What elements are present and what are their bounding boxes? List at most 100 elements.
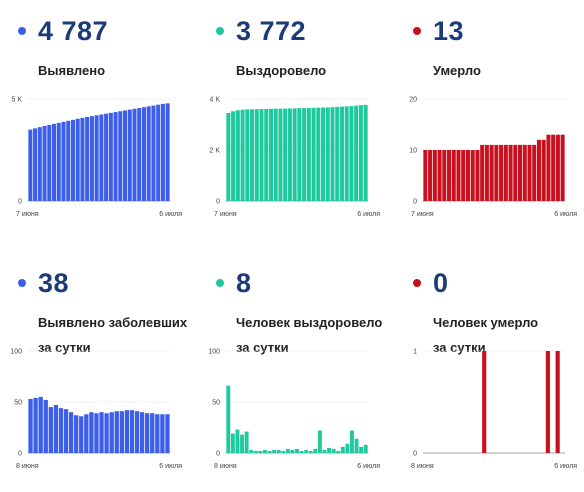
bar — [63, 409, 69, 453]
bar — [226, 385, 231, 453]
bar — [155, 414, 160, 453]
bar — [74, 415, 79, 453]
bar — [545, 351, 550, 453]
stat-value: 3 772 — [236, 15, 307, 46]
bar — [114, 411, 119, 453]
bar — [532, 144, 537, 201]
bar — [156, 104, 161, 201]
bar — [75, 118, 80, 201]
stat-header: 38 — [0, 266, 69, 300]
bar — [58, 408, 64, 453]
bar — [513, 144, 518, 201]
stat-value: 8 — [236, 267, 252, 298]
bar — [306, 107, 311, 201]
bar-chart: 0 50 100 8 июня 6 июля — [208, 349, 380, 471]
x-tick-label-end: 6 июля — [554, 463, 577, 470]
y-tick-label: 1 — [413, 349, 417, 356]
stat-label-line: Выявлено заболевших — [38, 315, 188, 330]
series-dot — [413, 279, 421, 287]
x-tick-label-start: 7 июня — [214, 211, 237, 218]
bar — [335, 106, 340, 201]
bar — [546, 134, 551, 201]
bar — [503, 144, 508, 201]
bar — [499, 144, 504, 201]
bar — [94, 413, 99, 453]
bar — [264, 108, 269, 201]
bar — [518, 144, 523, 201]
bar — [28, 129, 33, 201]
x-tick-label-end: 6 июля — [554, 211, 577, 218]
bar — [541, 139, 546, 201]
stat-value: 13 — [433, 15, 465, 46]
bar — [295, 448, 299, 453]
bar — [160, 414, 165, 453]
panel-detected-daily: 38 Выявлено заболевших за сутки 0 50 100 8 … — [0, 252, 190, 492]
stat-header: 4 787 — [0, 14, 108, 48]
bar — [304, 449, 309, 453]
y-tick-label: 50 — [14, 400, 22, 407]
bar — [321, 107, 326, 201]
bar — [317, 430, 322, 453]
panel-deaths-total: 13 Умерло 0 10 20 7 июня 6 июля — [395, 0, 584, 240]
bar — [470, 150, 475, 201]
stat-label-line: Человек выздоровело — [236, 315, 383, 330]
bar — [52, 123, 57, 201]
bar — [134, 411, 140, 453]
bar — [461, 150, 466, 201]
bar — [38, 396, 43, 453]
y-tick-label: 4 K — [209, 97, 220, 104]
y-tick-label: 2 K — [209, 148, 220, 155]
bar — [137, 107, 142, 201]
bar — [330, 107, 335, 201]
bar — [363, 444, 368, 453]
bar — [290, 449, 295, 453]
bar — [316, 107, 321, 201]
stat-value: 4 787 — [38, 15, 109, 46]
bar — [313, 448, 318, 453]
stat-header: 8 — [198, 266, 252, 300]
bar — [230, 433, 235, 453]
bar — [423, 150, 428, 201]
y-tick-label: 0 — [18, 199, 22, 206]
bar — [339, 106, 344, 201]
stat-value: 38 — [38, 267, 70, 298]
bar — [70, 119, 75, 201]
stat-label-line: Выявлено — [38, 63, 106, 78]
x-tick-label-start: 8 июня — [214, 463, 237, 470]
x-tick-label-start: 7 июня — [411, 211, 434, 218]
bar — [127, 109, 132, 201]
y-tick-label: 50 — [212, 400, 220, 407]
bar — [292, 108, 297, 201]
bar-chart: 0 50 100 8 июня 6 июля — [10, 349, 182, 471]
bar — [165, 414, 170, 453]
bar — [249, 449, 254, 453]
bar — [354, 438, 359, 453]
bar — [344, 106, 349, 201]
bar — [99, 412, 104, 453]
bar — [484, 144, 489, 201]
bar — [311, 107, 316, 201]
bar — [447, 150, 452, 201]
x-tick-label-end: 6 июля — [357, 211, 380, 218]
bar — [235, 429, 240, 453]
series-dot — [216, 279, 224, 287]
bar — [322, 449, 327, 453]
bar — [480, 144, 485, 201]
bar — [465, 150, 470, 201]
bar — [267, 450, 272, 453]
bar — [281, 450, 286, 453]
stat-value: 0 — [433, 267, 449, 298]
y-tick-label: 0 — [216, 199, 220, 206]
bar — [129, 410, 135, 453]
bar — [522, 144, 527, 201]
bar — [456, 150, 461, 201]
bar — [272, 449, 277, 453]
bar — [104, 413, 109, 453]
bar — [297, 108, 302, 201]
bar-chart: 0 2 K 4 K 7 июня 6 июля — [209, 97, 380, 219]
x-tick-label-end: 6 июля — [159, 463, 182, 470]
bar — [79, 416, 84, 453]
bar — [432, 150, 437, 201]
bar — [146, 106, 151, 201]
bar — [118, 111, 123, 201]
